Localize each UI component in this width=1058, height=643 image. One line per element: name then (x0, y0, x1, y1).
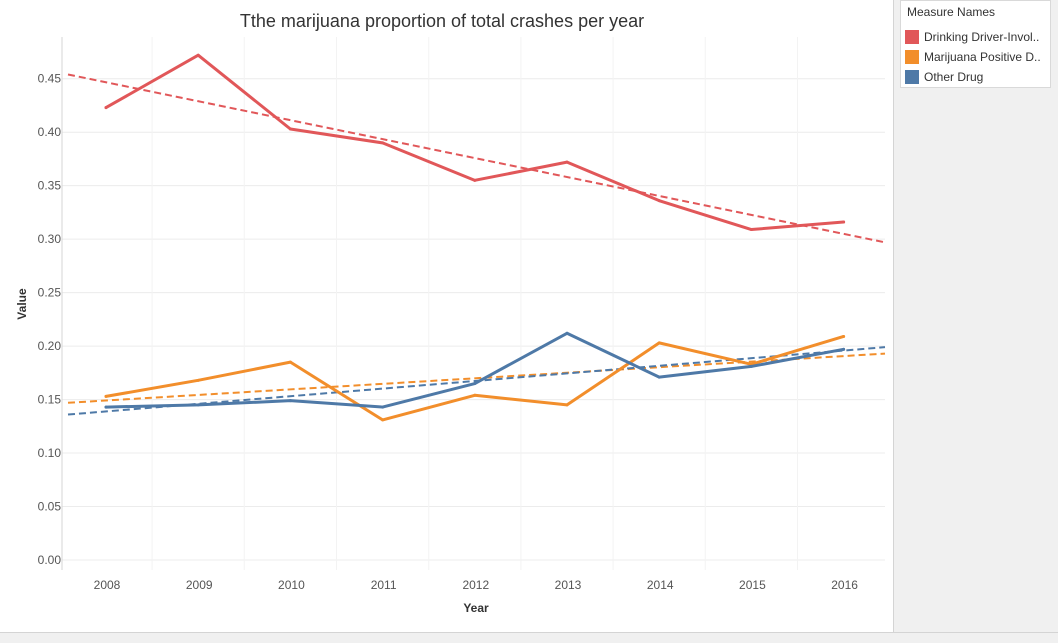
data-point (104, 106, 108, 110)
x-tick-label: 2012 (462, 578, 489, 592)
legend-swatch (905, 30, 919, 44)
data-point (565, 403, 569, 407)
data-point (842, 220, 846, 224)
x-tick-label: 2008 (94, 578, 121, 592)
legend-label: Drinking Driver-Invol.. (924, 30, 1040, 44)
y-axis-title: Value (15, 288, 29, 320)
data-point (473, 178, 477, 182)
data-point (565, 160, 569, 164)
legend-swatch (905, 70, 919, 84)
data-point (657, 375, 661, 379)
data-point (381, 141, 385, 145)
chart-title: Tthe marijuana proportion of total crash… (240, 11, 644, 31)
data-point (288, 360, 292, 364)
data-point (104, 405, 108, 409)
data-point (842, 334, 846, 338)
data-point (657, 341, 661, 345)
gridlines (61, 37, 885, 570)
data-point (104, 394, 108, 398)
legend-item-drinking-driver[interactable]: Drinking Driver-Invol.. (905, 28, 1049, 46)
chart-area: Tthe marijuana proportion of total crash… (15, 11, 886, 615)
x-tick-label: 2015 (739, 578, 766, 592)
data-point (842, 347, 846, 351)
series-lines (104, 53, 846, 422)
legend-label: Other Drug (924, 70, 984, 84)
data-point (288, 399, 292, 403)
y-tick-label: 0.00 (38, 553, 62, 567)
data-point (288, 127, 292, 131)
x-axis-ticks: 2008 2009 2010 2011 2012 2013 2014 2015 2016 (94, 578, 859, 592)
line-chart: Tthe marijuana proportion of total crash… (15, 11, 886, 615)
y-tick-label: 0.10 (38, 446, 62, 460)
data-point (473, 382, 477, 386)
legend-title: Measure Names (907, 5, 996, 19)
legend-label: Marijuana Positive D.. (924, 50, 1041, 64)
data-point (196, 378, 200, 382)
y-tick-label: 0.40 (38, 125, 62, 139)
y-tick-label: 0.45 (38, 72, 62, 86)
data-point (196, 53, 200, 57)
data-point (381, 418, 385, 422)
data-point (565, 331, 569, 335)
y-tick-label: 0.20 (38, 339, 62, 353)
x-tick-label: 2010 (278, 578, 305, 592)
y-tick-label: 0.35 (38, 179, 62, 193)
legend-swatch (905, 50, 919, 64)
data-point (196, 403, 200, 407)
legend: Measure Names Drinking Driver-Invol.. Ma… (900, 0, 1051, 88)
right-pane (893, 0, 1058, 632)
x-tick-label: 2009 (186, 578, 213, 592)
data-point (473, 393, 477, 397)
y-axis-ticks: 0.00 0.05 0.10 0.15 0.20 0.25 0.30 0.35 0.40 0.45 (38, 72, 62, 567)
x-tick-label: 2011 (371, 578, 397, 592)
y-tick-label: 0.05 (38, 500, 62, 514)
y-tick-label: 0.30 (38, 232, 62, 246)
x-tick-label: 2014 (647, 578, 674, 592)
x-axis-title: Year (463, 601, 489, 615)
series-line-0 (104, 53, 846, 232)
data-point (381, 405, 385, 409)
y-tick-label: 0.25 (38, 286, 62, 300)
bottom-strip (0, 632, 1058, 643)
data-point (749, 228, 753, 232)
x-tick-label: 2013 (555, 578, 582, 592)
data-point (657, 199, 661, 203)
trend-line-0 (67, 73, 886, 244)
legend-item-marijuana-positive[interactable]: Marijuana Positive D.. (905, 48, 1049, 66)
x-tick-label: 2016 (831, 578, 858, 592)
trend-line-1 (67, 352, 886, 404)
legend-item-other-drug[interactable]: Other Drug (905, 68, 1049, 86)
data-point (749, 364, 753, 368)
y-tick-label: 0.15 (38, 393, 62, 407)
